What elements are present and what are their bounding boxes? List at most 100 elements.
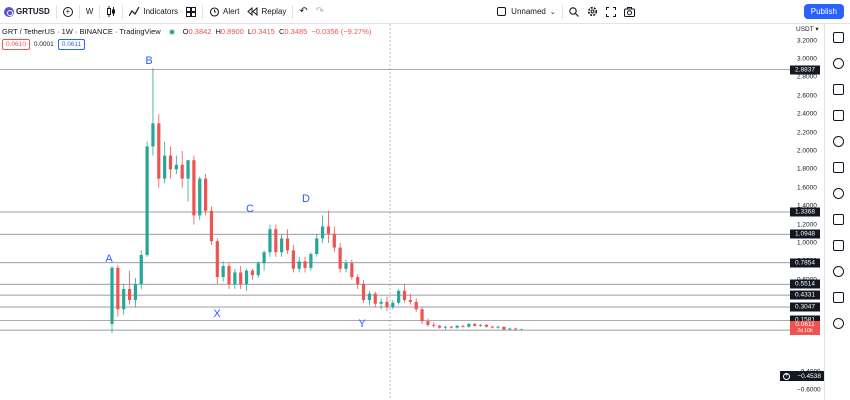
data-window-button[interactable] [825,76,850,102]
candle-body [344,263,348,269]
trading-panel-button[interactable] [825,284,850,310]
price-level-tag: 0.7854 [790,258,820,268]
list-icon [832,31,844,43]
hotlists-button[interactable] [825,102,850,128]
candle-body [414,301,418,310]
price-tick-label: 1.4000 [797,202,817,210]
grid-icon [186,6,197,17]
indicators-button[interactable]: Indicators [125,0,182,24]
buy-button[interactable]: 0.0611 [57,39,86,50]
spread-value: 0.0001 [33,41,54,48]
chart-pane[interactable] [0,24,824,400]
price-tick-label: 1.6000 [797,184,817,192]
candle-body [285,238,290,251]
price-level-tag: 1.0948 [790,229,820,239]
candle-body [250,270,254,276]
calendar-button[interactable] [825,128,850,154]
ideas-button[interactable] [825,180,850,206]
candle-body [321,226,325,239]
candle-body [139,254,143,285]
candle-body [297,261,301,269]
market-status-dot-icon [168,28,175,35]
replay-button[interactable]: Replay [243,0,290,24]
price-tick-label: 2.2000 [797,129,817,137]
wave-label-c[interactable]: C [246,202,254,215]
candle-body [367,293,371,301]
help-button[interactable] [825,310,850,336]
wave-label-b[interactable]: B [145,54,153,67]
legend-title: GRT / TetherUS · 1W · BINANCE · TradingV… [2,27,161,36]
sell-button[interactable]: 0.0610 [2,39,30,50]
templates-button[interactable] [182,0,200,24]
watchlist-button[interactable] [825,24,850,50]
redo-button[interactable]: ↷ [312,0,328,24]
broadcast-icon [832,239,844,251]
streams-button[interactable] [825,232,850,258]
price-level-tag: 0.3047 [790,302,820,312]
candle-body [192,160,196,216]
wave-label-x[interactable]: X [213,307,221,320]
alerts-button[interactable] [825,50,850,76]
candle-body [496,326,500,328]
trade-buttons: 0.0610 0.0001 0.0611 [2,39,86,50]
interval-label: W [85,7,94,16]
grt-logo-icon [4,6,14,17]
candle-body [490,326,494,328]
legend-low: 0.3415 [252,27,275,36]
rewind-icon [247,6,258,17]
price-tick-label: 2.4000 [797,110,817,118]
candle-body [122,289,126,310]
alert-button[interactable]: Alert [205,0,243,24]
snapshot-button[interactable] [620,0,639,24]
interval-button[interactable]: W [82,0,98,24]
trend-icon [832,291,844,303]
gear-icon [587,6,597,17]
candle-body [508,328,512,330]
chats-button[interactable] [825,206,850,232]
candle-body [215,241,219,278]
price-level-tag: 0.4331 [790,290,820,300]
publish-button[interactable]: Publish [803,4,844,19]
flame-icon [832,109,844,121]
fullscreen-button[interactable] [602,0,620,24]
currency-selector[interactable]: USDT ▾ [796,25,819,33]
candle-body [110,267,114,324]
undo-button[interactable]: ↶ [295,0,311,24]
layout-square-icon [497,7,507,16]
replay-label: Replay [261,7,287,16]
symbol-search-button[interactable]: GRTUSD [0,0,54,24]
candlestick-chart[interactable] [0,24,824,400]
notifications-button[interactable] [825,258,850,284]
price-tick-label: 1.2000 [797,221,817,229]
divider [55,4,57,19]
legend-high-key: H [215,27,221,36]
chart-type-button[interactable] [102,0,120,24]
divider [202,4,204,19]
candle-body [350,263,354,278]
candle-body [385,301,389,308]
candle-body [145,146,149,255]
chevron-down-icon: ▾ [815,26,819,33]
top-toolbar: GRTUSD + W Indicators [0,0,850,24]
quick-search-button[interactable] [565,0,583,24]
lightbulb-icon [832,187,844,199]
candle-body [274,229,278,253]
last-price-tag: 0.0611 2d 10h [790,321,820,336]
candle-body [256,263,260,276]
price-tick-label: 3.2000 [797,37,817,45]
settings-button[interactable] [583,0,602,24]
compare-symbol-button[interactable]: + [59,0,77,24]
wave-label-a[interactable]: A [105,252,113,265]
news-button[interactable] [825,154,850,180]
search-icon [568,6,579,17]
candle-body [449,326,453,328]
candle-body [268,229,272,253]
price-tick-label: 1.0000 [797,239,817,247]
newspaper-icon [832,161,844,173]
layout-name-button[interactable]: Unnamed ⌄ [493,0,560,24]
help-icon [832,317,844,329]
plus-icon[interactable]: + [783,372,790,380]
wave-label-y[interactable]: Y [358,317,366,330]
wave-label-d[interactable]: D [302,192,310,205]
crosshair-price-tag[interactable]: + −0.4538 [780,371,824,381]
